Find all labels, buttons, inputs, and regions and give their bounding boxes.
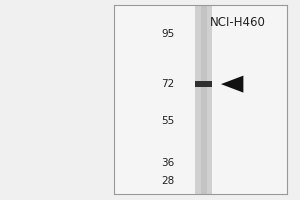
Bar [195, 81, 212, 87]
Text: 28: 28 [161, 176, 174, 186]
Text: 36: 36 [161, 158, 174, 168]
Text: 55: 55 [161, 116, 174, 126]
Bar [195, 5, 212, 194]
Polygon shape [221, 76, 243, 93]
Text: 72: 72 [161, 79, 174, 89]
Bar [201, 5, 207, 194]
Text: 95: 95 [161, 29, 174, 39]
Text: NCI-H460: NCI-H460 [210, 16, 266, 29]
